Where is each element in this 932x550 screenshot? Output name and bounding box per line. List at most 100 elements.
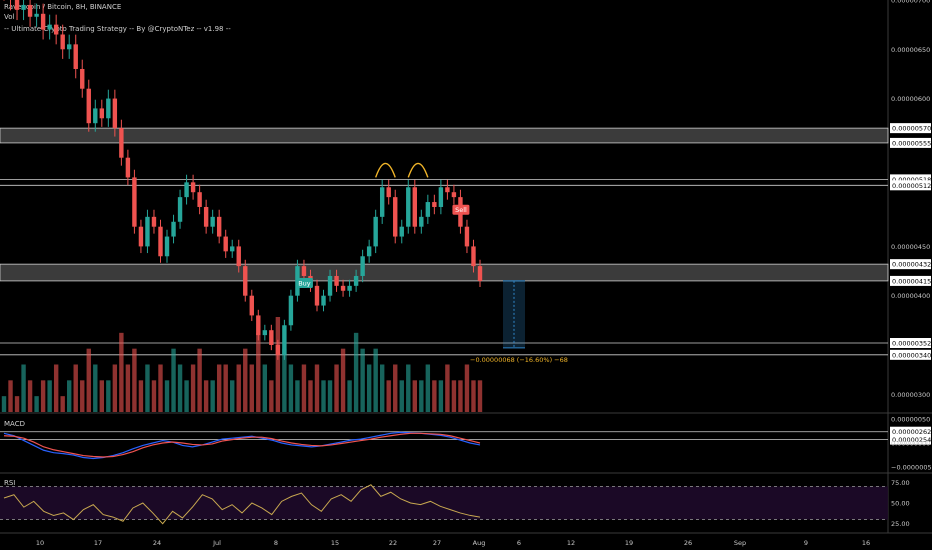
candle-body	[80, 68, 85, 89]
head-and-shoulders-arc	[407, 162, 429, 178]
volume-bar	[412, 380, 417, 412]
time-axis-tick-label: 22	[389, 539, 397, 547]
macd-axis-tick-label: −0.00000050	[891, 464, 932, 472]
price-label-tag	[890, 275, 931, 286]
price-axis-tick-label: 0.00000300	[891, 391, 930, 399]
time-axis-tick-label: 12	[567, 539, 575, 547]
buy-signal-badge	[295, 277, 313, 288]
volume-bar	[288, 364, 294, 412]
volume-bar	[40, 380, 46, 412]
price-label-text: 0.00000262	[892, 428, 931, 436]
strategy-indicator-label[interactable]: -- Ultimate Crypto Trading Strategy -- B…	[4, 25, 231, 33]
candle-body	[138, 226, 144, 247]
volume-bar	[106, 380, 111, 412]
candle-body	[327, 275, 333, 296]
candle-body	[86, 88, 91, 124]
volume-indicator-label[interactable]: Vol	[4, 13, 15, 21]
volume-bar	[393, 364, 398, 412]
rsi-band-fill	[0, 486, 888, 520]
volume-bar	[53, 364, 59, 412]
candle-body	[197, 192, 202, 207]
volume-bar	[314, 364, 320, 412]
support-resistance-zone	[0, 127, 889, 144]
price-label-tag	[890, 259, 931, 270]
volume-bar	[210, 380, 215, 412]
candle-body	[406, 187, 411, 227]
price-label-text: 0.00000352	[892, 340, 931, 348]
volume-bar	[236, 364, 241, 412]
candle-body	[67, 44, 72, 50]
volume-bar	[471, 380, 476, 412]
volume-bar	[223, 364, 228, 412]
volume-bar	[216, 364, 222, 412]
price-label-text: 0.00000570	[892, 125, 931, 133]
chart-symbol-title: Ravencoin / Bitcoin, 8H, BINANCE	[4, 3, 122, 11]
time-axis-tick-label: 6	[517, 539, 521, 547]
rsi-pane-title[interactable]: RSI	[4, 479, 16, 487]
volume-bar	[21, 364, 26, 412]
price-label-text: 0.00000555	[892, 139, 931, 147]
price-label-tag	[890, 180, 931, 191]
candle-body	[184, 182, 189, 198]
candle-body	[262, 330, 268, 336]
candle-body	[47, 24, 52, 30]
volume-bar	[138, 380, 144, 412]
volume-bar	[464, 364, 470, 412]
candle-body	[288, 295, 294, 326]
price-label-tag	[890, 123, 931, 134]
volume-bar	[190, 364, 196, 412]
candle-body	[53, 24, 59, 35]
candle-body	[34, 13, 39, 17]
candle-body	[366, 246, 372, 257]
price-axis-tick-label: 0.00000650	[891, 46, 930, 54]
time-axis-tick-label: Jul	[212, 539, 221, 547]
time-axis-tick-label: 24	[153, 539, 161, 547]
candle-body	[256, 315, 261, 336]
head-and-shoulders-arc	[375, 162, 396, 178]
candle-body	[223, 236, 228, 252]
volume-bar	[243, 348, 248, 412]
support-resistance-zone	[0, 263, 889, 282]
price-axis-tick-label: 0.00000600	[891, 95, 930, 103]
volume-bar	[379, 364, 385, 412]
volume-bar	[34, 396, 39, 412]
volume-bar	[347, 380, 352, 412]
macd-axis-tick-label: 0.00000000	[891, 440, 930, 448]
candle-body	[399, 226, 404, 237]
price-range-measure-label: −0.00000068 (−16.60%) −68	[470, 356, 568, 364]
volume-bar	[360, 348, 365, 412]
volume-bar	[366, 364, 372, 412]
buy-signal-label: Buy	[298, 279, 311, 287]
time-axis-tick-label: 16	[862, 539, 870, 547]
volume-bar	[406, 364, 411, 412]
price-label-tag	[890, 426, 931, 437]
volume-bar	[321, 380, 326, 412]
volume-bar	[340, 348, 346, 412]
volume-bar	[386, 380, 391, 412]
time-axis-tick-label: 26	[684, 539, 692, 547]
time-axis-tick-label: 19	[625, 539, 633, 547]
price-label-text: 0.00000432	[892, 261, 931, 269]
volume-bar	[119, 332, 124, 412]
price-label-text: 0.00000340	[892, 351, 931, 359]
volume-bar	[334, 364, 339, 412]
price-label-tag	[890, 174, 931, 185]
candle-body	[203, 206, 209, 227]
time-axis-tick-label: 8	[274, 539, 278, 547]
candle-body	[106, 98, 111, 119]
rsi-line	[3, 484, 481, 525]
volume-bar	[262, 364, 268, 412]
volume-bar	[86, 348, 91, 412]
price-axis-tick-label: 0.00000400	[891, 292, 930, 300]
volume-bar	[171, 348, 176, 412]
volume-bar	[256, 332, 261, 412]
candle-body	[60, 34, 65, 50]
candle-body	[216, 216, 222, 237]
candle-body	[419, 216, 424, 227]
candle-body	[373, 216, 378, 247]
price-label-tag	[890, 434, 931, 445]
candle-body	[73, 44, 78, 69]
candle-body	[93, 108, 98, 124]
macd-pane-title[interactable]: MACD	[4, 420, 25, 428]
